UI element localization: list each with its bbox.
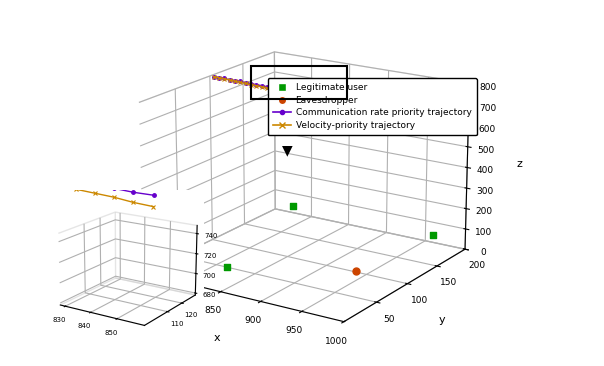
- Legend: Legitimate user, Eavesdropper, Communication rate priority trajectory, Velocity-: Legitimate user, Eavesdropper, Communica…: [268, 78, 477, 135]
- Y-axis label: y: y: [439, 315, 445, 325]
- Text: ▼: ▼: [281, 143, 292, 157]
- X-axis label: x: x: [214, 333, 220, 343]
